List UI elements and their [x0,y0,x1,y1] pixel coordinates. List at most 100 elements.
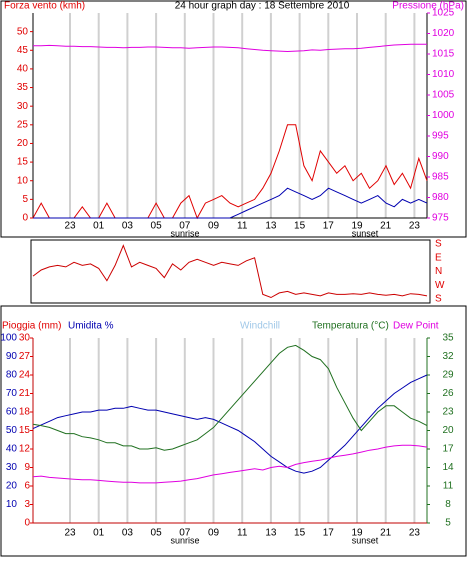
y-axis-label: Pioggia (mm) [2,321,61,332]
y2-axis-label: Pressione (hPa) [392,1,464,12]
annotation: sunset [352,535,379,545]
tick-label: 30 [17,101,29,112]
x-tick-label: 23 [64,528,76,539]
tick-label: 90 [6,351,18,362]
tick-label: 1010 [432,69,455,80]
tick-label: 5 [22,194,28,205]
chart-title: 24 hour graph day : 18 Settembre 2010 [175,1,350,12]
tick-label: 50 [17,26,29,37]
tick-label: 60 [6,407,18,418]
tick-label: 50 [6,425,18,436]
tick-label: 5 [445,518,451,529]
panel-frame [0,0,467,238]
tick-label: 980 [432,192,449,203]
x-tick-label: 17 [323,221,335,232]
tick-label: 30 [19,333,31,344]
tick-label: 17 [442,444,454,455]
legend-label: Umidita % [68,321,114,332]
tick-label: W [435,280,445,291]
tick-label: 12 [19,444,31,455]
y-axis-label: Forza vento (kmh) [4,1,85,12]
tick-label: 1020 [432,28,455,39]
annotation: sunrise [170,535,199,545]
x-tick-label: 09 [208,221,220,232]
tick-label: 975 [432,213,449,224]
series-line [32,444,428,484]
tick-label: 30 [6,462,18,473]
annotation: sunset [352,228,379,238]
tick-label: 45 [17,45,29,56]
tick-label: 29 [442,370,454,381]
x-tick-label: 23 [409,528,421,539]
x-tick-label: 01 [93,528,105,539]
tick-label: 32 [442,351,454,362]
series-line [32,244,428,299]
x-tick-label: 11 [237,528,248,539]
tick-label: 26 [442,388,454,399]
tick-label: 10 [6,499,18,510]
x-tick-label: 23 [409,221,421,232]
tick-label: 27 [19,351,31,362]
series-line [33,187,428,219]
tick-label: 20 [6,481,18,492]
tick-label: 995 [432,131,449,142]
x-tick-label: 11 [237,221,248,232]
tick-label: 20 [442,425,454,436]
x-tick-label: 07 [179,221,191,232]
tick-label: 100 [0,333,17,344]
tick-label: 35 [17,82,29,93]
tick-label: 9 [24,462,30,473]
tick-label: 990 [432,151,449,162]
tick-label: 8 [445,499,451,510]
x-tick-label: 21 [380,528,392,539]
x-tick-label: 13 [265,528,277,539]
tick-label: 25 [17,119,29,130]
tick-label: 80 [6,370,18,381]
x-tick-label: 15 [294,221,306,232]
x-tick-label: 07 [179,528,191,539]
tick-label: 35 [442,333,454,344]
x-tick-label: 09 [208,528,220,539]
x-tick-label: 19 [351,221,363,232]
panel-frame [0,305,467,557]
tick-label: 1015 [432,49,455,60]
tick-label: 15 [19,425,31,436]
x-tick-label: 15 [294,528,306,539]
tick-label: 40 [17,64,29,75]
x-tick-label: 05 [151,221,163,232]
legend-label: Dew Point [393,321,439,332]
tick-label: 14 [442,462,454,473]
tick-label: 0 [24,518,30,529]
tick-label: 24 [19,370,31,381]
tick-label: 20 [17,138,29,149]
series-line [32,124,428,220]
panel-frame [30,239,431,304]
annotation: sunrise [170,228,199,238]
series-line [32,344,428,451]
tick-label: 70 [6,388,18,399]
tick-label: 1000 [432,110,455,121]
x-tick-label: 13 [265,221,277,232]
tick-label: 40 [6,444,18,455]
series-line [33,43,427,53]
x-tick-label: 03 [122,221,134,232]
tick-label: 23 [442,407,454,418]
tick-label: 1025 [432,8,455,19]
tick-label: 3 [24,499,30,510]
tick-label: 1005 [432,90,455,101]
x-tick-label: 21 [380,221,392,232]
x-tick-label: 01 [93,221,105,232]
tick-label: 11 [443,481,454,492]
x-tick-label: 05 [151,528,163,539]
tick-label: 21 [19,388,31,399]
tick-label: S [435,294,442,305]
tick-label: S [435,239,442,250]
x-tick-label: 17 [323,528,335,539]
tick-label: 10 [17,175,29,186]
tick-label: N [435,266,442,277]
tick-label: 6 [24,481,30,492]
series-line [32,374,428,474]
x-tick-label: 03 [122,528,134,539]
x-tick-label: 23 [64,221,76,232]
legend-label: Temperatura (°C) [312,321,389,332]
